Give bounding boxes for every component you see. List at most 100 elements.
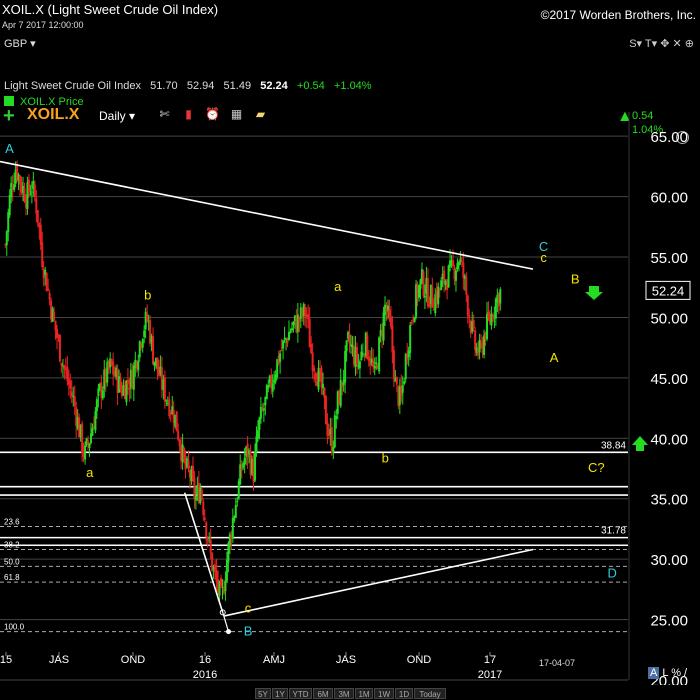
candle-body	[379, 330, 382, 337]
range-button-1y[interactable]: 1Y	[272, 688, 288, 699]
candle-body	[363, 354, 366, 356]
candle-body	[378, 337, 381, 372]
candle-body	[314, 373, 317, 380]
candle-body	[194, 495, 197, 501]
indicator-icon[interactable]: ▮	[185, 107, 192, 121]
candle-body	[419, 279, 422, 289]
candle-body	[154, 357, 157, 363]
candle-body	[348, 333, 351, 345]
candle-body	[350, 344, 353, 347]
fib-label: 50.0	[4, 557, 20, 566]
range-button-3m[interactable]: 3M	[334, 688, 354, 699]
candle-body	[446, 283, 449, 290]
candle-body	[407, 350, 410, 358]
scale-log-button[interactable]: L	[662, 667, 669, 679]
interval-label: Daily	[99, 109, 126, 123]
arrow-up-icon	[632, 436, 648, 451]
note-icon[interactable]: ▰	[255, 107, 266, 121]
range-button-1d[interactable]: 1D	[395, 688, 413, 699]
scale-pct-button[interactable]: %	[671, 667, 681, 679]
tools-icon[interactable]: ✄	[159, 107, 170, 121]
candle-body	[490, 313, 493, 326]
candle-body	[233, 516, 236, 521]
candle-body	[211, 552, 214, 571]
candle-body	[152, 336, 155, 365]
candle-body	[137, 360, 140, 371]
candle-body	[484, 332, 487, 339]
candle-body	[16, 165, 19, 180]
candle-body	[42, 269, 45, 279]
range-button-today[interactable]: Today	[414, 688, 446, 699]
candle-body	[87, 440, 90, 445]
candle-body	[469, 320, 472, 334]
candle-body	[242, 463, 245, 468]
range-button-ytd[interactable]: YTD	[289, 688, 312, 699]
candle-body	[190, 469, 193, 482]
add-symbol-icon[interactable]: +	[3, 105, 15, 127]
candle-body	[389, 316, 392, 327]
chart-title: XOIL.X (Light Sweet Crude Oil Index)	[2, 2, 219, 17]
candle-body	[410, 322, 413, 324]
x-tick-label: OND	[407, 654, 432, 666]
candle-body	[289, 331, 292, 333]
candle-body	[72, 395, 75, 398]
candle-body	[420, 269, 423, 282]
candle-body	[55, 328, 58, 339]
candle-body	[394, 378, 397, 382]
candle-body	[246, 443, 249, 458]
candle-body	[11, 186, 14, 190]
candle-body	[225, 559, 228, 581]
candle-body	[477, 348, 480, 356]
candle-body	[496, 294, 499, 303]
x-tick-label: OND	[121, 654, 146, 666]
candle-body	[283, 337, 286, 339]
wave-connector	[183, 492, 224, 613]
candle-body	[375, 362, 378, 365]
candle-body	[169, 412, 172, 414]
y-tick-label: 25.00	[650, 613, 688, 630]
range-button-5y[interactable]: 5Y	[255, 688, 271, 699]
candle-body	[392, 350, 395, 380]
candle-body	[339, 379, 342, 407]
candle-body	[478, 339, 481, 353]
candle-body	[398, 386, 401, 405]
symbol-field[interactable]: XOIL.X	[27, 106, 80, 123]
quote-change-pct: +1.04%	[333, 80, 372, 92]
interval-select[interactable]: Daily ▾	[99, 109, 136, 123]
clock-icon[interactable]	[676, 131, 689, 144]
candle-body	[252, 460, 255, 483]
candle-body	[69, 381, 72, 389]
range-button-6m[interactable]: 6M	[313, 688, 333, 699]
candle-body	[51, 308, 54, 323]
fib-label: 61.8	[4, 573, 20, 582]
candle-body	[112, 361, 115, 375]
candle-body	[163, 377, 166, 402]
level-label: 31.78	[601, 526, 626, 537]
range-button-1m[interactable]: 1M	[355, 688, 373, 699]
candle-body	[301, 309, 304, 317]
currency-select[interactable]: GBP ▾	[4, 38, 36, 50]
window-buttons[interactable]: S▾ T▾ ✥ ✕ ⊕	[629, 38, 694, 50]
candle-body	[320, 368, 323, 388]
alarm-clock-icon[interactable]: ⏰	[205, 107, 220, 121]
scale-line-button[interactable]: /	[684, 667, 688, 679]
candle-body	[447, 265, 450, 288]
candle-body	[494, 298, 497, 319]
candle-body	[366, 335, 369, 360]
candle-body	[384, 304, 387, 315]
series-legend[interactable]: XOIL.X Price	[4, 96, 84, 108]
candle-body	[134, 359, 137, 369]
candle-body	[113, 371, 116, 376]
scale-auto-button[interactable]: A	[648, 667, 660, 679]
candle-body	[61, 365, 64, 367]
candle-body	[141, 339, 144, 348]
candle-body	[355, 346, 358, 364]
calculator-icon[interactable]: ▦	[230, 107, 243, 121]
candle-body	[347, 332, 350, 339]
candle-body	[296, 314, 299, 333]
last-price-label: 52.24	[652, 283, 685, 298]
candle-body	[286, 339, 289, 344]
scale-buttons[interactable]: A L % /	[648, 667, 687, 679]
range-button-1w[interactable]: 1W	[374, 688, 394, 699]
